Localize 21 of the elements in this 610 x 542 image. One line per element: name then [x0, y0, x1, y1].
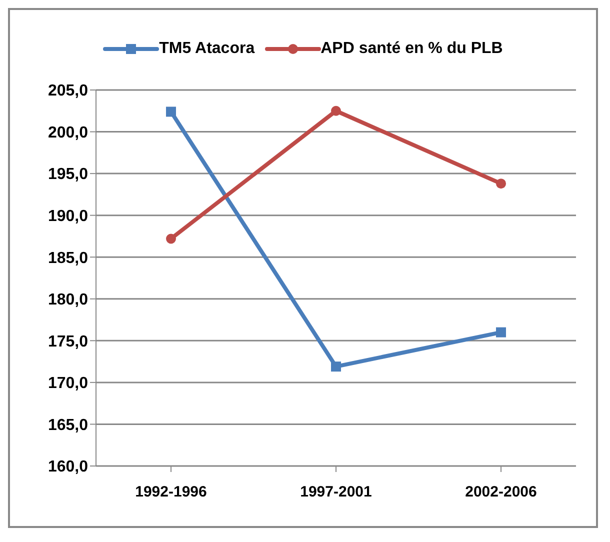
point: [166, 106, 176, 117]
y-tick-label: 170,0: [48, 375, 88, 392]
y-tick-label: 165,0: [48, 416, 88, 434]
legend-label: APD santé en % du PLB: [320, 40, 503, 58]
y-tick-label: 185,0: [48, 250, 88, 267]
point: [331, 106, 341, 116]
x-tick-label: 1997-2001: [300, 484, 372, 501]
y-tick-label: 175,0: [48, 333, 88, 350]
point: [496, 178, 506, 189]
y-tick-label: 180,0: [48, 292, 88, 309]
y-tick-label: 190,0: [48, 208, 88, 226]
x-tick-label: 2002-2006: [465, 484, 537, 501]
point: [166, 234, 176, 244]
point: [331, 362, 341, 372]
x-tick-label: 1992-1996: [135, 484, 207, 501]
y-tick-label: 200,0: [48, 124, 88, 142]
point: [496, 327, 506, 338]
y-tick-label: 160,0: [48, 458, 88, 476]
y-tick-label: 205,0: [48, 82, 88, 100]
legend-label: TM5 Atacora: [159, 40, 255, 58]
y-tick-label: 195,0: [48, 166, 88, 184]
